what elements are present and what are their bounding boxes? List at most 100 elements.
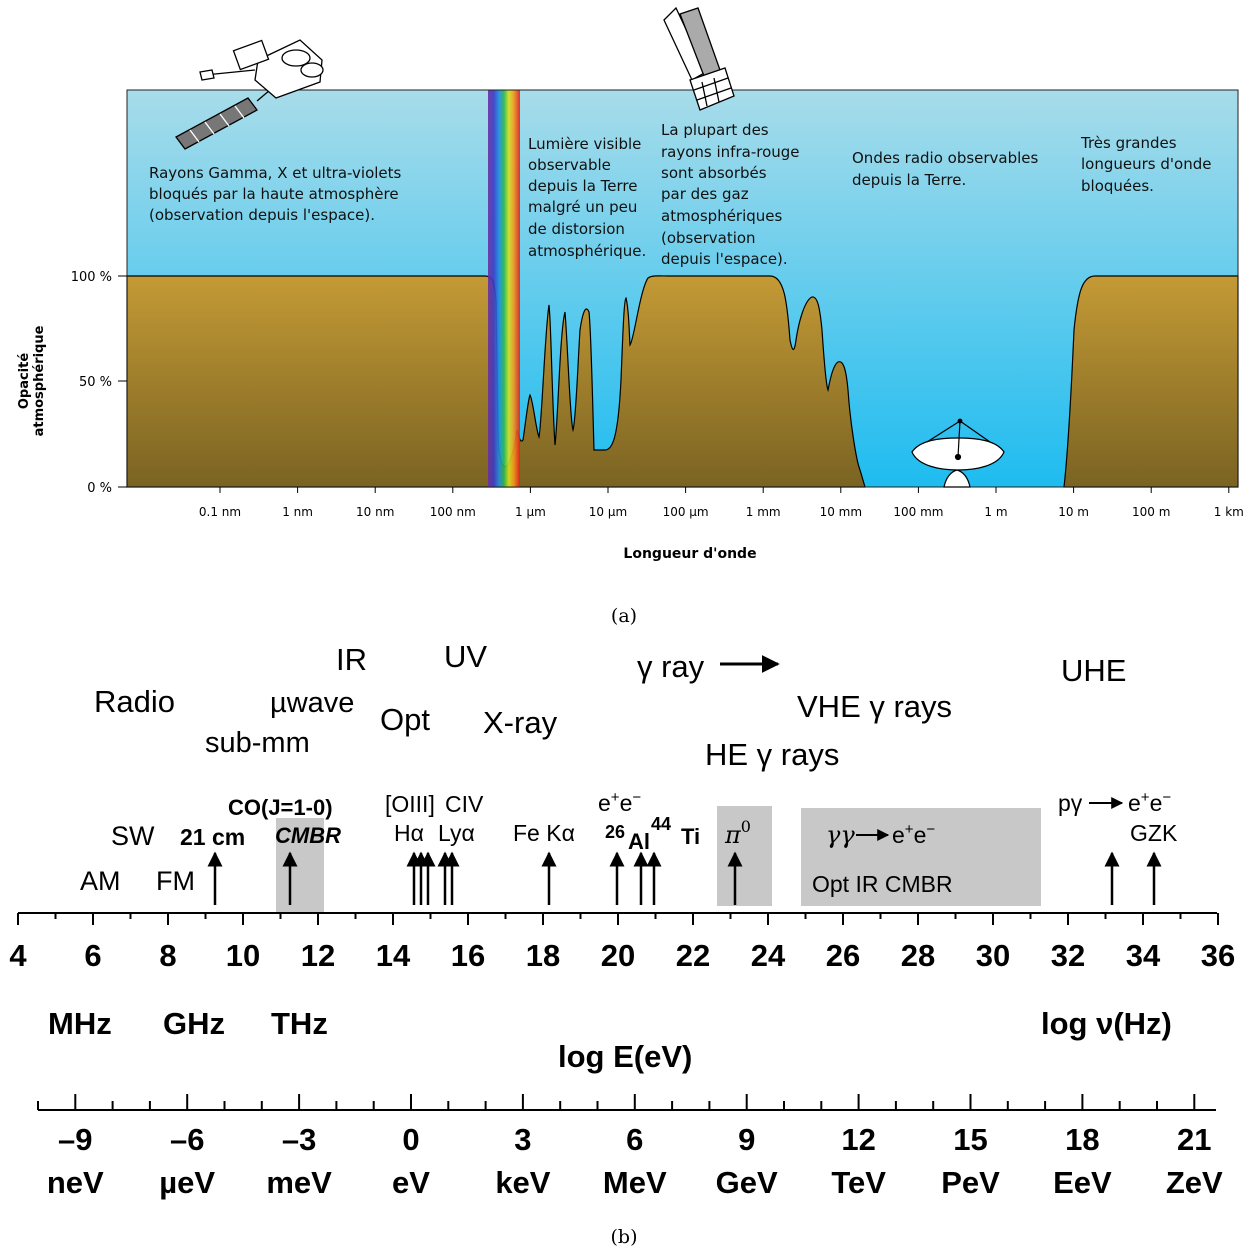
label-positron-3: e+e− bbox=[1128, 789, 1171, 816]
label-oiii: [OIII] bbox=[385, 791, 435, 817]
freq-tick-label: 36 bbox=[1201, 938, 1235, 973]
x-tick-label: 1 nm bbox=[282, 505, 313, 519]
caption-b: (b) bbox=[611, 1226, 638, 1248]
freq-tick-label: 8 bbox=[159, 938, 176, 973]
pair-production-box bbox=[801, 808, 1041, 906]
energy-tick-label: 18 bbox=[1065, 1122, 1099, 1157]
radio-dish-icon bbox=[911, 418, 1005, 488]
freq-tick-label: 24 bbox=[751, 938, 786, 973]
unit-thz: THz bbox=[271, 1006, 328, 1041]
label-sw: SW bbox=[111, 821, 155, 851]
energy-unit-label: TeV bbox=[831, 1165, 886, 1200]
annotation-gamma-xray-uv: Rayons Gamma, X et ultra-violets bloqués… bbox=[149, 164, 406, 224]
x-tick-label: 1 m bbox=[984, 505, 1007, 519]
energy-unit-label: EeV bbox=[1053, 1165, 1112, 1200]
freq-tick-label: 18 bbox=[526, 938, 560, 973]
energy-tick-label: –3 bbox=[282, 1122, 316, 1157]
x-tick-label: 100 µm bbox=[663, 505, 709, 519]
annotation-long-wave: Très grandes longueurs d'onde bloquées. bbox=[1080, 134, 1216, 195]
unit-ghz: GHz bbox=[163, 1006, 225, 1041]
label-21cm: 21 cm bbox=[180, 824, 245, 850]
energy-unit-label: MeV bbox=[603, 1165, 667, 1200]
freq-tick-label: 26 bbox=[826, 938, 860, 973]
band-uhe: UHE bbox=[1061, 653, 1126, 688]
energy-tick-label: 21 bbox=[1177, 1122, 1211, 1157]
band-vhe-gamma: VHE γ rays bbox=[797, 689, 952, 724]
band-ir: IR bbox=[336, 642, 367, 677]
x-tick-label: 10 µm bbox=[589, 505, 627, 519]
freq-tick-label: 10 bbox=[226, 938, 260, 973]
telescope-icon bbox=[663, 6, 735, 111]
y-tick-50: 50 % bbox=[79, 375, 112, 390]
x-tick-label: 10 mm bbox=[820, 505, 862, 519]
label-ti44: Ti bbox=[681, 824, 700, 849]
label-gamma-gamma: γγ bbox=[826, 821, 855, 849]
energy-tick-label: –9 bbox=[58, 1122, 92, 1157]
label-halpha: Hα bbox=[394, 820, 424, 846]
y-tick-0: 0 % bbox=[87, 481, 112, 496]
plot-frame bbox=[126, 89, 1239, 488]
energy-ticks: –9 neV –6 µeV –3 meV 0 eV 3 keV 6 MeV 9 GeV 12 TeV 15 PeV… bbox=[37, 1094, 1223, 1200]
energy-unit-label: neV bbox=[47, 1165, 104, 1200]
label-al26-mass: 26 bbox=[605, 822, 625, 842]
energy-tick-label: 9 bbox=[738, 1122, 755, 1157]
energy-tick-label: 12 bbox=[841, 1122, 875, 1157]
x-tick-label: 100 m bbox=[1132, 505, 1170, 519]
annotation-infrared: La plupart des rayons infra-rouge sont a… bbox=[661, 121, 804, 268]
annotation-radio: Ondes radio observables depuis la Terre. bbox=[852, 149, 1043, 189]
pi0-box bbox=[717, 806, 772, 906]
x-tick-label: 10 nm bbox=[356, 505, 394, 519]
label-p-gamma: pγ bbox=[1058, 790, 1083, 816]
label-cmbr: CMBR bbox=[275, 823, 341, 848]
annotation-visible-light: Lumière visible observable depuis la Ter… bbox=[528, 135, 646, 260]
x-tick-label: 1 mm bbox=[746, 505, 781, 519]
x-tick-label: 1 km bbox=[1214, 505, 1244, 519]
energy-unit-label: GeV bbox=[716, 1165, 778, 1200]
energy-tick-label: 6 bbox=[626, 1122, 643, 1157]
band-xray: X-ray bbox=[483, 705, 558, 740]
band-microwave: µwave bbox=[270, 687, 354, 719]
freq-tick-label: 32 bbox=[1051, 938, 1085, 973]
freq-tick-label: 20 bbox=[601, 938, 635, 973]
y-axis-label-line1: Opacité bbox=[17, 353, 32, 410]
label-co: CO(J=1-0) bbox=[228, 795, 333, 820]
energy-unit-label: µeV bbox=[159, 1165, 215, 1200]
line-arrows bbox=[207, 851, 1162, 905]
band-uv: UV bbox=[444, 639, 487, 674]
band-opt: Opt bbox=[380, 702, 430, 737]
energy-unit-label: eV bbox=[392, 1165, 430, 1200]
x-ticks-a: 0.1 nm 1 nm 10 nm 100 nm 1 µm 10 µm 100 µm 1 mm… bbox=[199, 487, 1244, 519]
label-am: AM bbox=[80, 866, 121, 896]
label-positron-1: e+e− bbox=[598, 789, 641, 816]
band-radio: Radio bbox=[94, 684, 175, 719]
label-opt-ir-cmbr: Opt IR CMBR bbox=[812, 871, 953, 897]
panel-b: Radio µwave sub-mm IR Opt UV X-ray γ ray… bbox=[9, 639, 1235, 1248]
x-tick-label: 0.1 nm bbox=[199, 505, 241, 519]
freq-tick-label: 6 bbox=[84, 938, 101, 973]
x-axis-label: Longueur d'onde bbox=[623, 546, 756, 562]
visible-spectrum-band bbox=[488, 90, 520, 487]
band-he-gamma: HE γ rays bbox=[705, 737, 839, 772]
label-gzk: GZK bbox=[1130, 820, 1178, 846]
freq-tick-label: 16 bbox=[451, 938, 485, 973]
energy-axis-label: log E(eV) bbox=[558, 1039, 692, 1074]
energy-tick-label: 15 bbox=[953, 1122, 987, 1157]
unit-mhz: MHz bbox=[48, 1006, 112, 1041]
x-tick-label: 100 nm bbox=[430, 505, 476, 519]
satellite-icon bbox=[175, 39, 324, 150]
label-fm: FM bbox=[156, 866, 195, 896]
freq-tick-label: 28 bbox=[901, 938, 935, 973]
label-fe-kalpha: Fe Kα bbox=[513, 820, 575, 846]
energy-tick-label: –6 bbox=[170, 1122, 204, 1157]
frequency-ticks: 4 6 8 10 12 14 16 18 20 22 24 26 28 30 32 34 36 bbox=[9, 913, 1235, 973]
energy-tick-label: 3 bbox=[514, 1122, 531, 1157]
x-tick-label: 1 µm bbox=[515, 505, 546, 519]
y-axis-label-line2: atmosphérique bbox=[32, 325, 47, 436]
freq-axis-label: log ν(Hz) bbox=[1041, 1006, 1172, 1041]
x-tick-label: 100 mm bbox=[893, 505, 943, 519]
freq-tick-label: 30 bbox=[976, 938, 1010, 973]
label-civ: CIV bbox=[445, 791, 484, 817]
energy-unit-label: PeV bbox=[941, 1165, 1000, 1200]
y-tick-100: 100 % bbox=[71, 270, 112, 285]
